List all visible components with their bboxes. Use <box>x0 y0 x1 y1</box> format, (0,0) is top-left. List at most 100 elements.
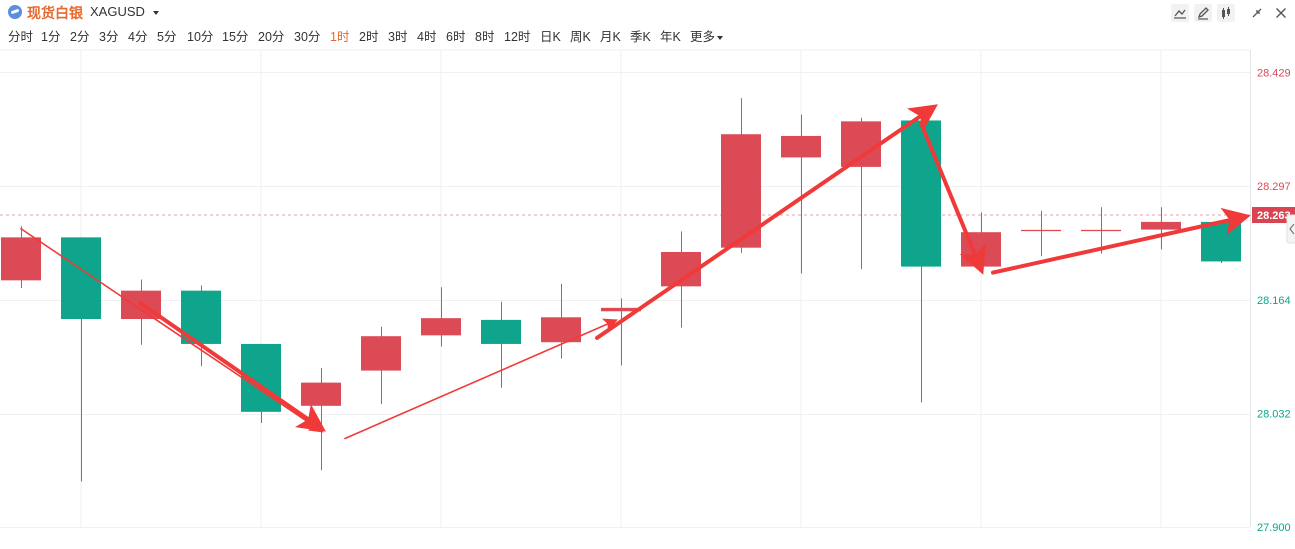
interval-label: 20分 <box>258 30 285 44</box>
candle-body <box>901 120 941 267</box>
interval-20[interactable]: 季K <box>630 26 651 45</box>
interval-label: 周K <box>570 30 591 44</box>
candle <box>781 114 821 274</box>
interval-label: 5分 <box>157 30 177 44</box>
candle <box>1141 207 1181 250</box>
y-tick-label: 28.032 <box>1257 409 1291 421</box>
interval-label: 12时 <box>504 30 531 44</box>
interval-13[interactable]: 4时 <box>417 26 436 45</box>
collapse-icon[interactable] <box>1248 4 1266 22</box>
candle <box>361 326 401 405</box>
candle-body <box>1141 221 1181 230</box>
candle-body <box>421 318 461 336</box>
trend-arrow <box>20 227 324 433</box>
interval-label: 8时 <box>475 30 495 44</box>
candle <box>901 117 941 403</box>
chevron-left-icon <box>1289 223 1295 235</box>
candle-body <box>1 237 41 281</box>
interval-label: 月K <box>600 30 621 44</box>
candle-body <box>841 121 881 167</box>
interval-7[interactable]: 15分 <box>222 26 248 45</box>
candle-body <box>481 319 521 344</box>
candle <box>841 117 881 270</box>
y-tick-label: 27.900 <box>1257 522 1291 534</box>
interval-label: 季K <box>630 30 651 44</box>
interval-label: 分时 <box>8 30 34 44</box>
interval-5[interactable]: 5分 <box>157 26 176 45</box>
candle-body <box>601 307 641 312</box>
close-icon[interactable] <box>1272 4 1290 22</box>
candle <box>1201 221 1241 264</box>
interval-label: 2时 <box>359 30 379 44</box>
interval-label: 3时 <box>388 30 408 44</box>
interval-4[interactable]: 4分 <box>128 26 147 45</box>
interval-17[interactable]: 日K <box>540 26 561 45</box>
candle-body <box>781 135 821 158</box>
interval-2[interactable]: 2分 <box>70 26 89 45</box>
interval-label: 4时 <box>417 30 437 44</box>
interval-15[interactable]: 8时 <box>475 26 494 45</box>
interval-21[interactable]: 年K <box>660 26 681 45</box>
candle-body <box>1201 221 1241 262</box>
trend-arrow <box>595 104 938 340</box>
chevron-down-icon[interactable] <box>153 11 159 15</box>
candle <box>1021 210 1061 257</box>
interval-label: 15分 <box>222 30 249 44</box>
interval-14[interactable]: 6时 <box>446 26 465 45</box>
interval-bar: 分时 1分 2分 3分 4分 5分 10分 15分 20分 30分 1时 2时 3时 4时 6时 8时 12时日… <box>0 26 760 46</box>
candle-body <box>361 336 401 371</box>
y-tick-label: 28.297 <box>1257 181 1291 193</box>
interval-label: 日K <box>540 30 561 44</box>
silver-logo-icon <box>8 5 22 19</box>
instrument-symbol[interactable]: XAGUSD <box>90 4 145 19</box>
candle <box>1081 207 1121 254</box>
interval-16[interactable]: 12时 <box>504 26 530 45</box>
interval-10[interactable]: 1时 <box>330 26 349 45</box>
interval-9[interactable]: 30分 <box>294 26 320 45</box>
chart-header: 现货白银 XAGUSD <box>0 0 1295 24</box>
interval-label: 2分 <box>70 30 90 44</box>
candle <box>481 301 521 388</box>
side-panel-handle-bg <box>1286 214 1295 244</box>
candle <box>601 298 641 366</box>
line-tool-icon[interactable] <box>1171 4 1189 22</box>
draw-pen-icon[interactable] <box>1194 4 1212 22</box>
interval-8[interactable]: 20分 <box>258 26 284 45</box>
interval-22[interactable]: 更多 <box>690 26 724 45</box>
side-panel-handle[interactable] <box>1286 214 1295 244</box>
interval-label: 1时 <box>330 30 350 44</box>
interval-label: 年K <box>660 30 681 44</box>
interval-18[interactable]: 周K <box>570 26 591 45</box>
last-price-tag: 28.263 <box>1252 207 1295 224</box>
trend-arrow <box>991 207 1251 275</box>
interval-1[interactable]: 1分 <box>41 26 60 45</box>
candle <box>61 237 101 482</box>
chevron-down-icon <box>717 35 724 40</box>
trend-arrow <box>919 121 986 275</box>
interval-label: 4分 <box>128 30 148 44</box>
candle-body <box>301 382 341 406</box>
trend-arrow <box>139 301 326 432</box>
interval-label: 10分 <box>187 30 214 44</box>
last-price-label: 28.263 <box>1257 210 1291 222</box>
interval-label: 更多 <box>690 30 716 44</box>
indicator-icon[interactable] <box>1217 4 1235 22</box>
candle <box>421 287 461 347</box>
candle <box>541 283 581 359</box>
interval-6[interactable]: 10分 <box>187 26 213 45</box>
candle <box>241 343 281 424</box>
interval-3[interactable]: 3分 <box>99 26 118 45</box>
instrument-title[interactable]: 现货白银 <box>27 5 83 21</box>
trend-arrow <box>344 318 618 440</box>
interval-12[interactable]: 3时 <box>388 26 407 45</box>
interval-label: 1分 <box>41 30 61 44</box>
last-price-tag-bg <box>1252 207 1295 224</box>
interval-11[interactable]: 2时 <box>359 26 378 45</box>
candle <box>1 226 41 289</box>
interval-label: 3分 <box>99 30 119 44</box>
interval-0[interactable]: 分时 <box>8 26 33 45</box>
y-tick-label: 28.164 <box>1257 295 1291 307</box>
interval-19[interactable]: 月K <box>600 26 621 45</box>
interval-label: 30分 <box>294 30 321 44</box>
